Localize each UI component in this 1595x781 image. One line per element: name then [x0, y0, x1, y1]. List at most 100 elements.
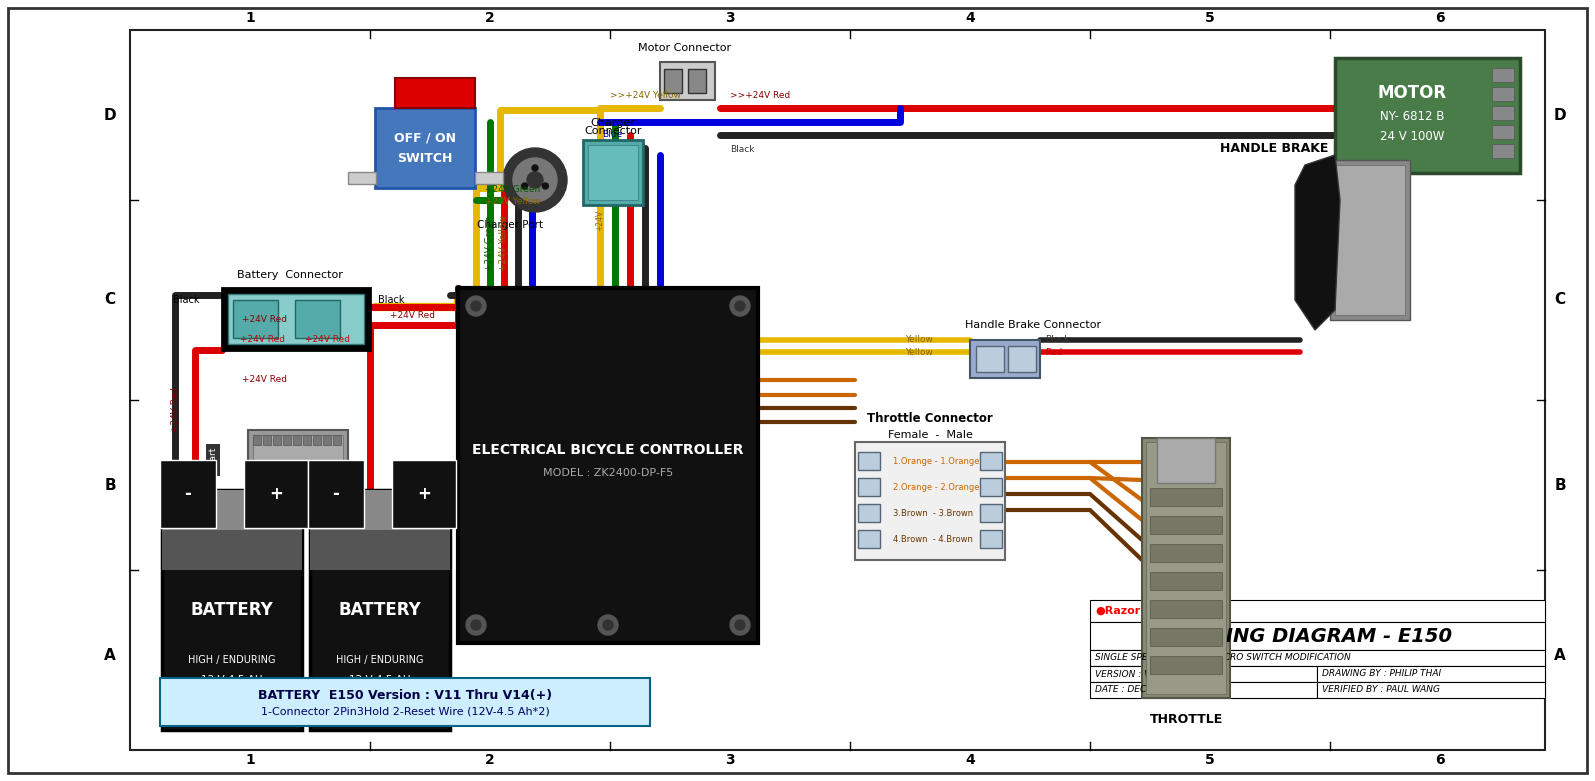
Circle shape [731, 615, 750, 635]
Circle shape [526, 172, 542, 188]
Bar [254, 435, 343, 485]
Text: 5: 5 [1206, 753, 1215, 767]
Text: Black: Black [1045, 335, 1070, 344]
Text: +24V Red: +24V Red [239, 336, 286, 344]
Bar [222, 288, 370, 350]
Text: +24V Yellow: +24V Yellow [499, 216, 507, 271]
Bar [160, 678, 651, 726]
Bar [233, 300, 278, 338]
Text: 3: 3 [726, 753, 735, 767]
Text: Black: Black [731, 145, 754, 154]
Text: A: A [1554, 647, 1566, 662]
Text: BATTERY: BATTERY [191, 601, 273, 619]
Bar [1150, 544, 1222, 562]
Bar [1491, 68, 1514, 82]
Text: 4: 4 [965, 11, 975, 25]
Text: Charger: Charger [590, 118, 635, 128]
Text: B: B [104, 477, 116, 493]
Bar [348, 172, 376, 184]
Bar [1150, 656, 1222, 674]
Text: 1: 1 [246, 753, 255, 767]
Text: Motor Connector: Motor Connector [638, 43, 732, 53]
Bar [396, 78, 475, 108]
Text: -: - [185, 485, 191, 503]
Text: 1-Connector 2Pin3Hold 2-Reset Wire (12V-4.5 Ah*2): 1-Connector 2Pin3Hold 2-Reset Wire (12V-… [260, 707, 549, 717]
Text: 5: 5 [1206, 11, 1215, 25]
Bar [475, 172, 502, 184]
Text: 4: 4 [965, 753, 975, 767]
Text: THROTTLE: THROTTLE [1150, 713, 1223, 726]
Bar [265, 475, 287, 493]
Bar [584, 140, 643, 205]
Text: C: C [1555, 293, 1566, 308]
Bar [333, 435, 341, 445]
Text: DATE : DEC - 09 - 2009: DATE : DEC - 09 - 2009 [1096, 686, 1199, 694]
Text: B: B [1554, 477, 1566, 493]
Text: +: + [416, 485, 431, 503]
Text: Battery  Connector: Battery Connector [238, 270, 343, 280]
Text: 2.Orange - 2.Orange: 2.Orange - 2.Orange [893, 483, 979, 491]
Circle shape [466, 296, 486, 316]
Bar [970, 340, 1040, 378]
Circle shape [502, 148, 566, 212]
Bar [979, 452, 1002, 470]
Bar [858, 452, 880, 470]
Text: MOTOR: MOTOR [1378, 84, 1447, 102]
Bar [976, 346, 1003, 372]
Text: +24V: +24V [595, 209, 605, 230]
Circle shape [735, 620, 745, 630]
Bar [282, 435, 290, 445]
Bar [979, 504, 1002, 522]
Text: HIGH / ENDURING: HIGH / ENDURING [337, 655, 424, 665]
Text: D: D [1554, 108, 1566, 123]
Text: 12 V 4.5 AH: 12 V 4.5 AH [349, 675, 412, 685]
Bar [1089, 682, 1317, 698]
Text: Charger Port: Charger Port [477, 220, 542, 230]
Bar [1156, 438, 1215, 483]
Bar [131, 30, 1546, 750]
Text: HANDLE BRAKE: HANDLE BRAKE [1220, 141, 1329, 155]
Text: HIGH / ENDURING: HIGH / ENDURING [188, 655, 276, 665]
Circle shape [542, 183, 549, 189]
Text: Black: Black [378, 295, 405, 305]
Text: 1.Orange - 1.Orange: 1.Orange - 1.Orange [893, 457, 979, 465]
Text: WIRING DIAGRAM - E150: WIRING DIAGRAM - E150 [1182, 626, 1453, 646]
Bar [1491, 144, 1514, 158]
Bar [858, 478, 880, 496]
Text: 2: 2 [485, 753, 494, 767]
Text: VERSION : V11 THRU V17(+): VERSION : V11 THRU V17(+) [1096, 669, 1225, 679]
Text: 3.Brown  - 3.Brown: 3.Brown - 3.Brown [893, 508, 973, 518]
Bar [979, 530, 1002, 548]
Text: 2: 2 [485, 11, 494, 25]
Bar [375, 108, 475, 188]
Bar [1491, 125, 1514, 139]
Bar [979, 478, 1002, 496]
Text: MODEL : ZK2400-DP-F5: MODEL : ZK2400-DP-F5 [542, 468, 673, 478]
Bar [303, 435, 311, 445]
Text: DRAWING BY : PHILIP THAI: DRAWING BY : PHILIP THAI [1322, 669, 1442, 679]
Text: Female  -  Male: Female - Male [887, 430, 973, 440]
Text: +24V Green: +24V Green [485, 186, 541, 194]
Circle shape [603, 620, 612, 630]
Bar [1089, 600, 1546, 622]
Text: 12 V 4.5 AH: 12 V 4.5 AH [201, 675, 263, 685]
Bar [273, 435, 281, 445]
Bar [858, 530, 880, 548]
Text: SINGLE SPEED THROTTLE MICRO SWITCH MODIFICATION: SINGLE SPEED THROTTLE MICRO SWITCH MODIF… [1096, 654, 1351, 662]
Text: +24V Red: +24V Red [242, 316, 287, 324]
Bar [1089, 622, 1546, 650]
Text: Blue: Blue [601, 130, 622, 139]
Bar [1330, 160, 1410, 320]
Text: Smart: Smart [209, 446, 217, 474]
Circle shape [522, 183, 528, 189]
Circle shape [514, 158, 557, 202]
Bar [263, 435, 271, 445]
Text: +24V Yellow: +24V Yellow [485, 198, 541, 206]
Bar [254, 435, 262, 445]
Circle shape [471, 301, 482, 311]
Text: Throttle Connector: Throttle Connector [868, 412, 992, 425]
Bar [413, 475, 435, 493]
Text: NY- 6812 B: NY- 6812 B [1380, 109, 1443, 123]
Bar [295, 300, 340, 338]
Bar [324, 435, 332, 445]
